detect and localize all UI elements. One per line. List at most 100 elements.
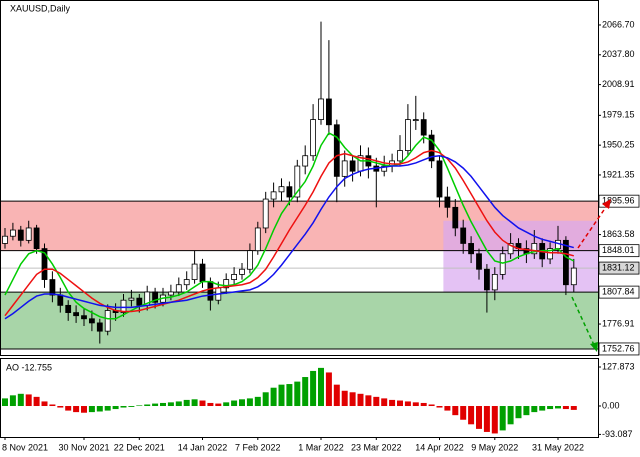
ao-bar	[160, 402, 166, 407]
ao-bar	[555, 406, 561, 409]
ao-bar	[507, 406, 514, 425]
ao-bar	[373, 396, 380, 407]
candle-body	[310, 119, 317, 157]
candle-body	[476, 253, 482, 270]
ao-bar	[499, 406, 506, 431]
candle-body	[349, 160, 356, 172]
y-tick-label: 2037.80	[602, 49, 635, 59]
price-frame	[0, 0, 599, 356]
candle-body	[2, 235, 8, 244]
ao-bar	[191, 399, 198, 407]
x-tick-label: 14 Apr 2022	[415, 442, 464, 452]
candle-body	[325, 98, 332, 126]
ao-bar	[428, 404, 435, 407]
ao-tick-label: -93.087	[602, 429, 633, 439]
candle-body	[183, 279, 190, 286]
zone	[1, 292, 598, 349]
ao-bar	[104, 406, 111, 411]
ao-bar	[81, 406, 87, 413]
ao-bar	[412, 402, 419, 407]
candle-body	[468, 243, 475, 255]
candle-body	[341, 160, 348, 177]
ao-bar	[547, 406, 554, 410]
ao-bar	[57, 406, 64, 408]
candle-body	[302, 155, 309, 167]
ao-bar	[325, 372, 332, 407]
ao-bar	[381, 398, 388, 407]
y-tick-label: 1776.91	[602, 318, 635, 328]
y-tick-label: 1921.35	[602, 169, 635, 179]
level-label: 1807.84	[602, 286, 635, 296]
x-tick-label: 1 Mar 2022	[298, 442, 344, 452]
candle-body	[104, 310, 111, 332]
candle-body	[41, 248, 48, 280]
candle-body	[563, 239, 569, 286]
candle-body	[436, 160, 443, 198]
ao-tick-label: 0.00	[602, 400, 620, 410]
level-label: 1895.96	[602, 196, 635, 206]
ao-bar	[302, 377, 309, 407]
x-tick-label: 8 Nov 2021	[2, 442, 48, 452]
ao-bar	[25, 394, 32, 407]
candle-body	[318, 98, 324, 121]
ao-bar	[452, 406, 459, 416]
ao-bar	[483, 406, 490, 432]
candle-body	[278, 186, 285, 193]
ao-bar	[562, 406, 569, 410]
ao-bar	[333, 384, 340, 407]
candle-body	[81, 315, 87, 320]
ao-bar	[570, 406, 577, 410]
moving-average	[4, 149, 574, 317]
ao-bar	[120, 406, 127, 408]
y-tick-label: 1979.15	[602, 110, 635, 120]
y-tick-label: 2066.70	[602, 19, 635, 29]
up-arrow	[577, 203, 609, 249]
candle-body	[207, 281, 214, 301]
ao-bar	[9, 395, 16, 407]
ao-bar	[420, 402, 427, 407]
ao-bar	[96, 406, 103, 412]
candle-body	[49, 279, 56, 296]
candle-body	[33, 227, 40, 250]
moving-average	[4, 132, 575, 320]
x-tick-label: 23 Mar 2022	[351, 442, 402, 452]
candle-body	[254, 227, 261, 252]
ao-bar	[523, 406, 530, 416]
ao-bar	[365, 395, 372, 407]
ao-bar	[436, 406, 443, 408]
candle-body	[136, 297, 143, 306]
candle-body	[444, 196, 451, 208]
candle-body	[547, 248, 553, 260]
ao-tick-label: 127.873	[602, 361, 635, 371]
candle-body	[73, 312, 79, 317]
chart-title: XAUUSD,Daily	[10, 3, 71, 13]
candle-body	[294, 165, 301, 198]
candle-body	[483, 268, 490, 291]
candle-body	[223, 279, 230, 289]
ao-bar	[239, 399, 245, 407]
candle-body	[397, 150, 403, 162]
candle-body	[262, 198, 269, 229]
candle-body	[96, 322, 103, 332]
ao-bar	[404, 401, 411, 407]
ao-bar	[357, 393, 364, 407]
y-tick-label: 1863.58	[602, 229, 635, 239]
ao-bar	[539, 406, 546, 411]
down-arrow	[571, 296, 595, 346]
candle-body	[152, 291, 159, 303]
candle-body	[175, 284, 182, 293]
candle-body	[65, 304, 72, 313]
x-tick-label: 31 May 2022	[532, 442, 584, 452]
level-label: 1831.12	[602, 262, 635, 272]
ao-bar	[270, 387, 277, 407]
ao-bar	[215, 403, 222, 407]
ao-frame	[0, 358, 599, 438]
ao-bar	[167, 402, 174, 407]
ao-bar	[318, 367, 324, 407]
ao-bar	[49, 404, 56, 407]
candle-body	[507, 243, 514, 255]
down-arrow-head	[590, 342, 598, 352]
ao-bar	[397, 400, 403, 407]
ao-bar	[468, 406, 475, 425]
